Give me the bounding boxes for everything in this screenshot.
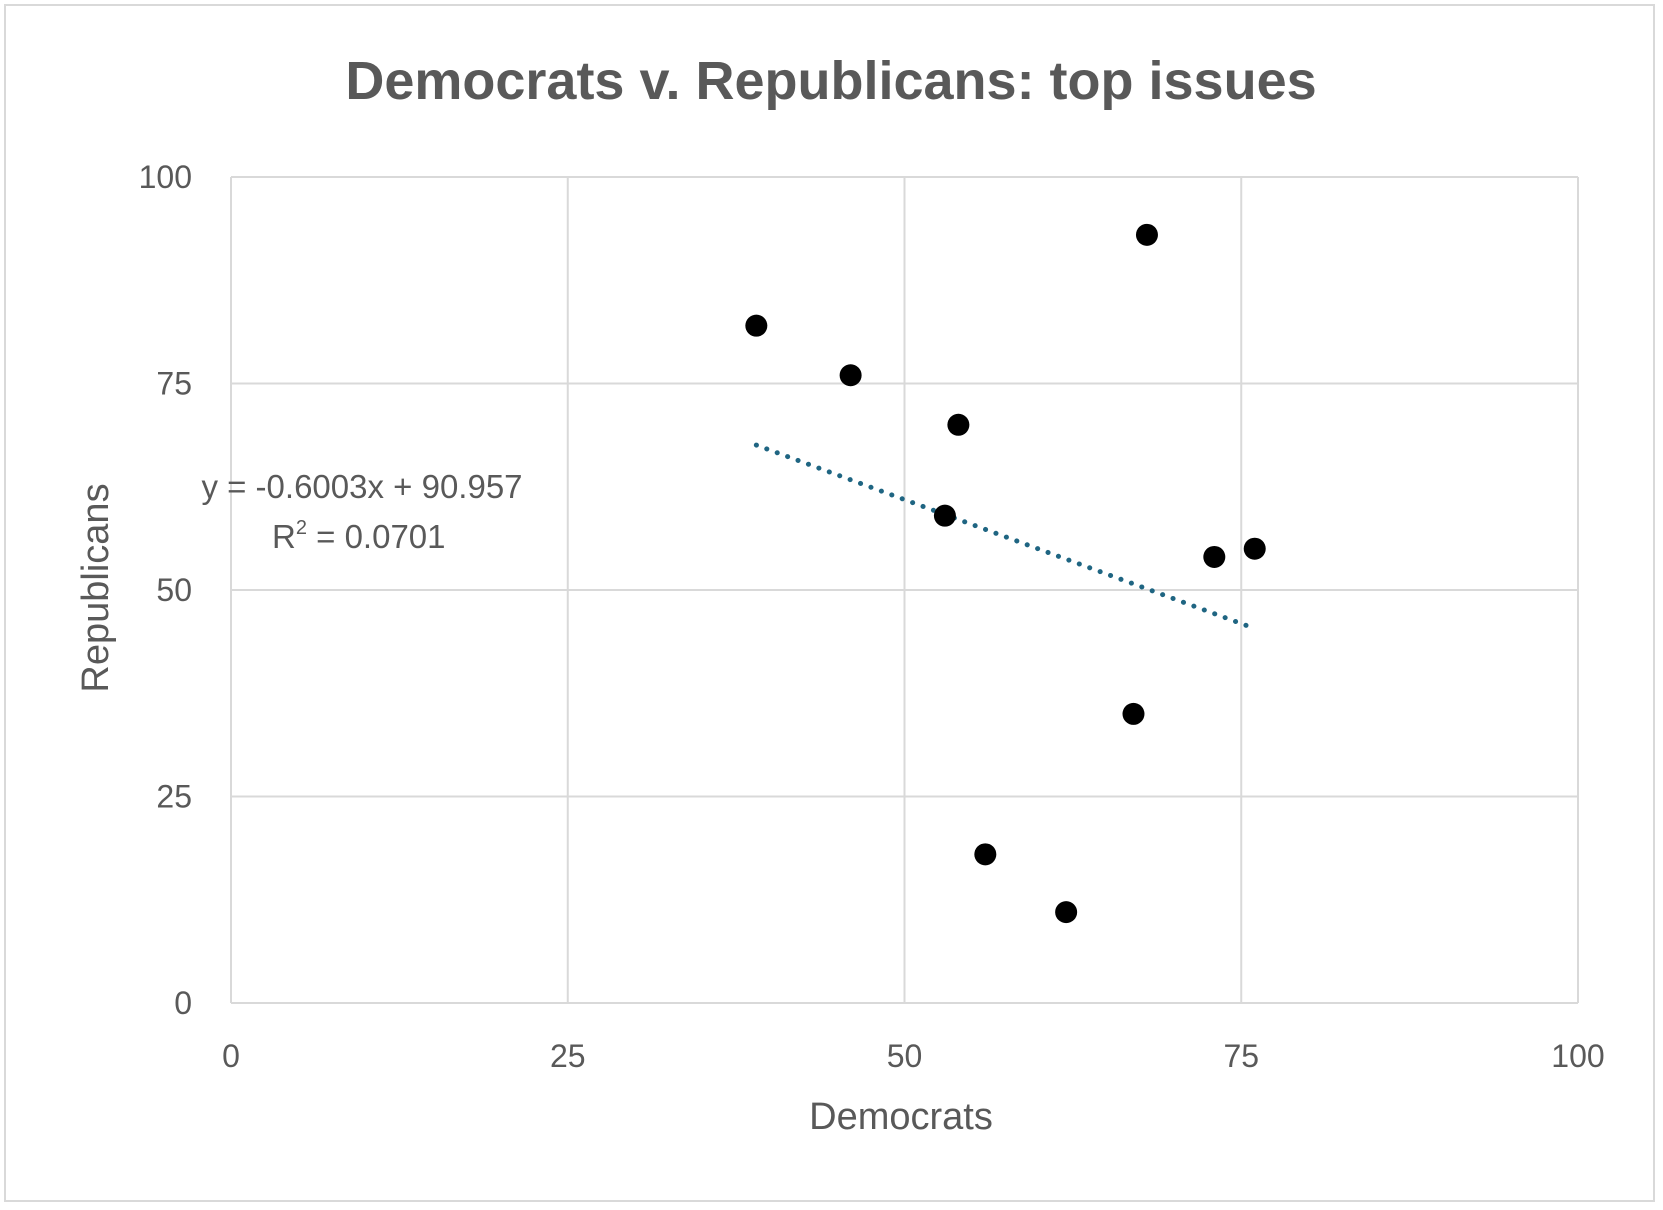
chart-area: Democrats v. Republicans: top issues 0 25…: [4, 4, 1655, 1202]
scatter-chart: Democrats v. Republicans: top issues 0 25…: [75, 51, 1605, 1138]
data-point: [933, 504, 956, 527]
x-tick-label: 75: [1223, 1038, 1259, 1074]
data-point: [745, 314, 768, 337]
x-tick-label: 50: [887, 1038, 923, 1074]
y-tick-label: 25: [156, 779, 192, 815]
data-points: [745, 223, 1266, 924]
data-point: [839, 364, 862, 387]
r-squared-superscript: 2: [296, 517, 307, 539]
x-axis-title: Democrats: [809, 1096, 993, 1138]
trendline-r-squared: R2 = 0.0701: [272, 517, 446, 555]
data-point: [1122, 702, 1145, 725]
r-squared-value: = 0.0701: [307, 518, 446, 555]
x-tick-label: 25: [550, 1038, 586, 1074]
data-point: [1055, 901, 1078, 924]
chart-title: Democrats v. Republicans: top issues: [345, 51, 1316, 111]
data-point: [1135, 223, 1158, 246]
x-tick-label: 100: [1551, 1038, 1604, 1074]
trendline-path: [753, 442, 1258, 632]
y-tick-label: 75: [156, 366, 192, 402]
gridlines: [230, 176, 1579, 1004]
data-point: [974, 843, 997, 866]
data-point: [1243, 537, 1266, 560]
r-squared-symbol: R: [272, 518, 296, 555]
y-axis-title: Republicans: [75, 483, 117, 692]
data-point: [1203, 545, 1226, 568]
trendline-equation: y = -0.6003x + 90.957: [201, 468, 522, 505]
y-tick-label: 50: [156, 572, 192, 608]
y-tick-label: 0: [174, 985, 192, 1021]
data-point: [947, 413, 970, 436]
trendline: [753, 442, 1258, 632]
tick-labels: 0 25 50 75 100 0 25 50 75 100: [139, 159, 1605, 1074]
x-tick-label: 0: [222, 1038, 240, 1074]
y-tick-label: 100: [139, 159, 192, 195]
